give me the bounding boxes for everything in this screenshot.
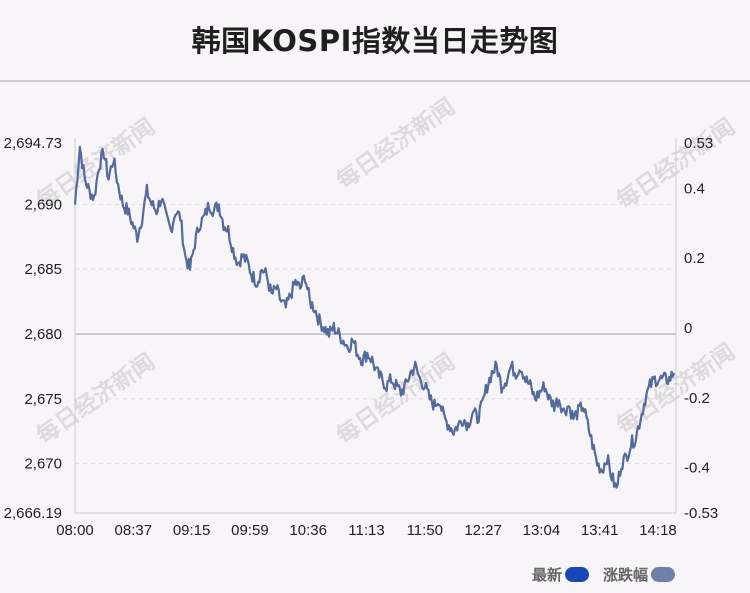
- y-left-tick-label: 2,685: [24, 261, 62, 278]
- y-left-tick-label: 2,666.19: [4, 505, 62, 522]
- x-tick-label: 11:50: [407, 522, 443, 539]
- y-right-tick-label: -0.2: [684, 390, 710, 407]
- legend-swatch-change: [651, 566, 676, 582]
- legend: 最新 涨跌幅: [532, 562, 689, 586]
- watermark-text: 每日经济新闻: [331, 93, 460, 194]
- y-axis-right-labels: 0.53 0.4 0.2 0 -0.2 -0.4 -0.53: [684, 135, 718, 522]
- y-axis-left-labels: 2,694.73 2,690 2,685 2,680 2,675 2,670 2,666.1…: [4, 135, 62, 522]
- axes: [74, 138, 677, 514]
- y-right-tick-label: 0: [684, 320, 692, 337]
- x-tick-label: 11:13: [348, 522, 384, 539]
- y-right-tick-label: 0.53: [684, 135, 713, 152]
- legend-swatch-latest: [565, 566, 590, 582]
- legend-item-latest[interactable]: 最新: [532, 564, 590, 585]
- x-tick-label: 09:59: [231, 522, 269, 539]
- y-left-tick-label: 2,670: [24, 456, 62, 473]
- legend-item-change[interactable]: 涨跌幅: [603, 564, 676, 585]
- x-tick-label: 10:36: [289, 522, 327, 539]
- x-tick-label: 08:37: [115, 522, 153, 539]
- title-divider: [0, 80, 750, 82]
- y-right-tick-label: 0.2: [684, 250, 705, 267]
- x-axis-labels: 08:00 08:37 09:15 09:59 10:36 11:13 11:50 12:27…: [56, 522, 677, 539]
- chart-title: 韩国KOSPI指数当日走势图: [191, 24, 559, 58]
- x-tick-label: 08:00: [56, 522, 94, 539]
- y-right-tick-label: -0.53: [684, 505, 718, 522]
- y-right-tick-label: 0.4: [684, 180, 705, 197]
- x-tick-label: 12:27: [464, 522, 502, 539]
- x-tick-label: 09:15: [173, 522, 211, 539]
- legend-label-change: 涨跌幅: [603, 565, 649, 584]
- legend-label-latest: 最新: [532, 565, 563, 584]
- y-left-tick-label: 2,690: [24, 196, 62, 213]
- y-left-tick-label: 2,675: [24, 391, 62, 408]
- y-left-tick-label: 2,694.73: [4, 135, 62, 152]
- y-left-tick-label: 2,680: [24, 326, 62, 343]
- series-line-kospi: [73, 145, 676, 489]
- x-tick-label: 13:41: [581, 522, 619, 539]
- x-tick-label: 13:04: [523, 522, 561, 539]
- grid-lines: [75, 203, 676, 465]
- y-right-tick-label: -0.4: [684, 460, 710, 477]
- x-tick-label: 14:18: [639, 522, 677, 539]
